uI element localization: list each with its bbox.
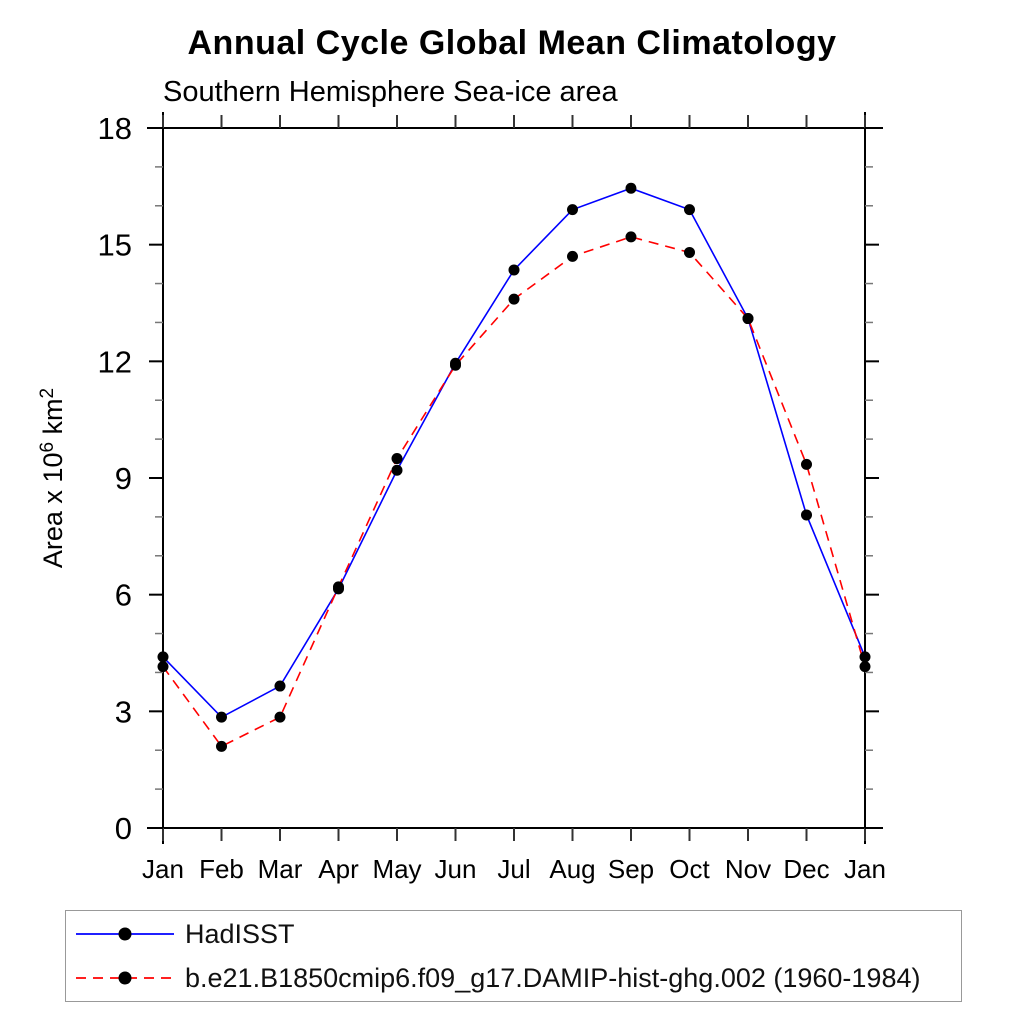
legend-row-hadisst: HadISST xyxy=(66,912,961,956)
axes xyxy=(147,112,883,844)
chart-title: Annual Cycle Global Mean Climatology xyxy=(187,24,837,62)
series-markers-1 xyxy=(157,231,871,752)
svg-text:9: 9 xyxy=(115,461,132,496)
y-axis-label: Area x 106 km2 xyxy=(37,388,68,568)
svg-text:Jan: Jan xyxy=(142,854,184,884)
x-axis-ticks-labels: Jan Feb Mar Apr May Jun Jul Aug Sep Oct Nov Dec Jan xyxy=(142,115,886,884)
svg-text:15: 15 xyxy=(98,228,132,263)
svg-text:Sep: Sep xyxy=(608,854,654,884)
svg-text:Jul: Jul xyxy=(497,854,530,884)
chart-subtitle: Southern Hemisphere Sea-ice area xyxy=(163,76,618,108)
series-markers-0 xyxy=(157,182,871,723)
legend: HadISST b.e21.B1850cmip6.f09_g17.DAMIP-h… xyxy=(65,910,962,1002)
legend-swatch-hadisst-line-dot xyxy=(76,927,174,941)
y-axis-ticks-labels: 0 3 6 9 12 15 18 xyxy=(98,111,879,846)
svg-text:Mar: Mar xyxy=(258,854,303,884)
svg-text:Aug: Aug xyxy=(549,854,595,884)
svg-text:Dec: Dec xyxy=(783,854,829,884)
svg-text:3: 3 xyxy=(115,694,132,729)
svg-text:Oct: Oct xyxy=(669,854,710,884)
svg-text:6: 6 xyxy=(115,578,132,613)
svg-text:12: 12 xyxy=(98,344,132,379)
svg-text:Jan: Jan xyxy=(844,854,886,884)
svg-text:Nov: Nov xyxy=(725,854,771,884)
svg-text:May: May xyxy=(372,854,421,884)
svg-text:Jun: Jun xyxy=(435,854,477,884)
legend-label-hadisst: HadISST xyxy=(185,918,295,949)
legend-swatch-model-dashed-line-dot xyxy=(76,971,174,985)
legend-label-model: b.e21.B1850cmip6.f09_g17.DAMIP-hist-ghg.… xyxy=(185,962,921,993)
svg-text:Apr: Apr xyxy=(318,854,359,884)
series-line-1 xyxy=(162,236,866,748)
legend-row-model: b.e21.B1850cmip6.f09_g17.DAMIP-hist-ghg.… xyxy=(66,956,961,1000)
svg-text:Feb: Feb xyxy=(199,854,244,884)
svg-text:0: 0 xyxy=(115,811,132,846)
svg-text:18: 18 xyxy=(98,111,132,146)
